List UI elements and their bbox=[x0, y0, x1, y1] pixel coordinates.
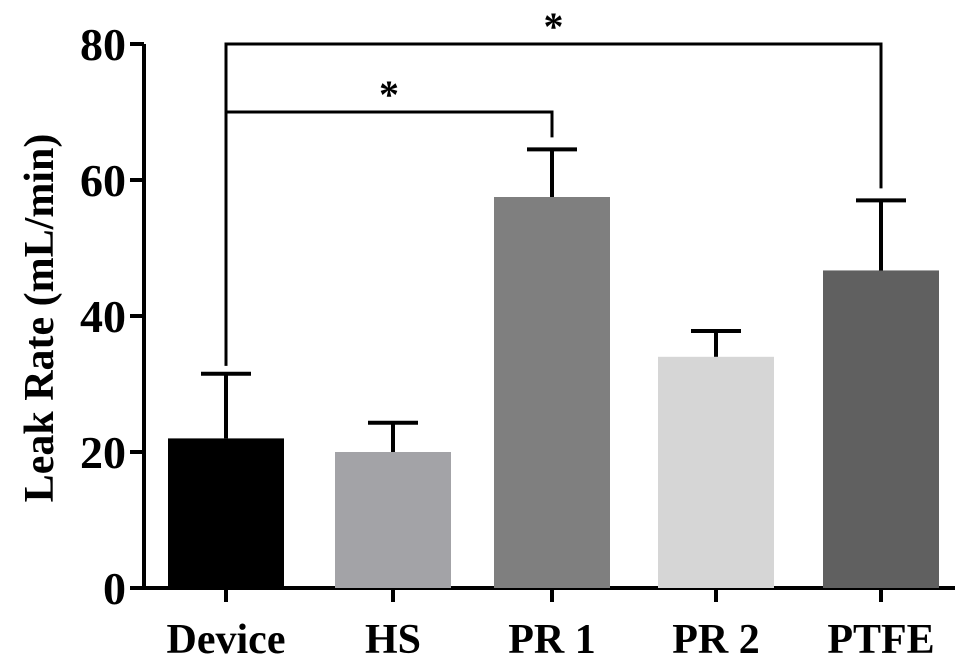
bar-pr-2 bbox=[658, 356, 774, 588]
bar-hs bbox=[335, 452, 451, 588]
significance-star: * bbox=[544, 4, 564, 49]
bars bbox=[168, 197, 939, 588]
x-tick-label: PR 2 bbox=[672, 617, 760, 663]
y-tick-label: 40 bbox=[80, 291, 126, 342]
labels: 0 20 40 60 80 Device HS PR 1 PR 2 PTFE bbox=[80, 19, 935, 663]
bar-pr-1 bbox=[494, 197, 610, 588]
x-tick-label: PR 1 bbox=[508, 617, 596, 663]
x-tick-label: PTFE bbox=[827, 617, 934, 663]
bar-ptfe bbox=[823, 270, 939, 588]
significance-brackets: ** bbox=[224, 4, 883, 366]
y-axis-title: Leak Rate (mL/min) bbox=[17, 134, 63, 503]
bar-device bbox=[168, 438, 284, 588]
x-tick-label: Device bbox=[167, 617, 286, 663]
y-tick-label: 80 bbox=[80, 19, 126, 70]
y-tick-label: 60 bbox=[80, 155, 126, 206]
significance-star: * bbox=[379, 72, 399, 117]
y-tick-label: 0 bbox=[103, 563, 126, 614]
error-bars bbox=[201, 147, 906, 452]
x-tick-label: HS bbox=[365, 617, 421, 663]
significance-bracket bbox=[224, 42, 883, 366]
y-tick-label: 20 bbox=[80, 427, 126, 478]
